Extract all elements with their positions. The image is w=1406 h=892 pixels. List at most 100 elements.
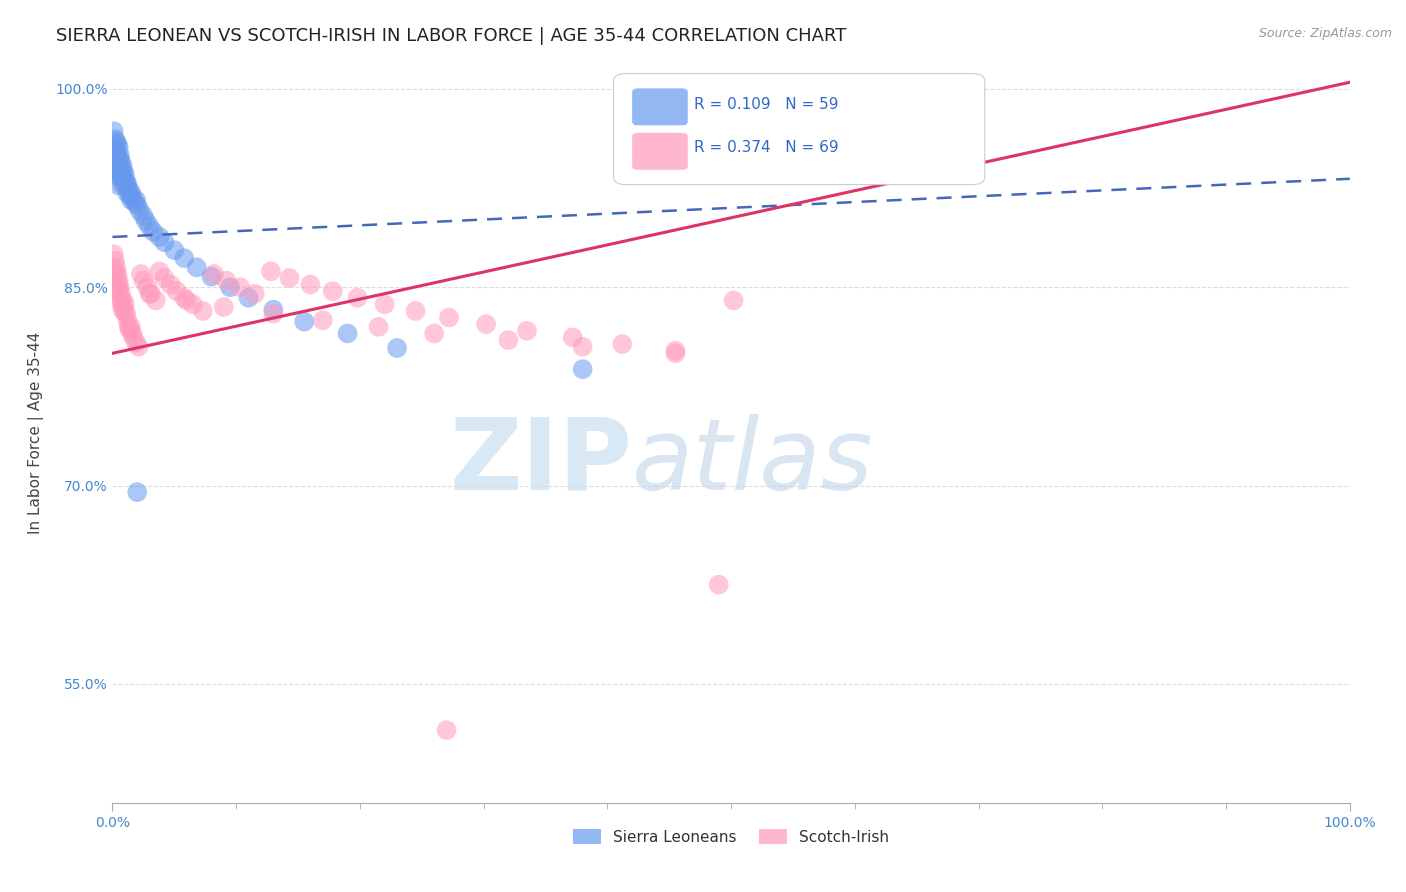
Point <box>278 271 301 285</box>
Point <box>153 271 176 285</box>
Point <box>322 284 344 298</box>
Point <box>516 324 538 338</box>
Y-axis label: In Labor Force | Age 35-44: In Labor Force | Age 35-44 <box>28 332 44 533</box>
FancyBboxPatch shape <box>633 133 688 169</box>
Point <box>142 225 165 239</box>
Point <box>107 148 129 162</box>
Point <box>114 177 136 191</box>
Point <box>346 291 368 305</box>
Point <box>107 157 129 171</box>
Point <box>103 247 125 261</box>
Point <box>219 280 242 294</box>
Point <box>111 159 134 173</box>
Text: R = 0.374   N = 69: R = 0.374 N = 69 <box>695 140 838 155</box>
Point <box>108 148 131 162</box>
Point <box>212 300 235 314</box>
Point <box>238 291 260 305</box>
Point <box>723 293 745 308</box>
Point <box>118 187 141 202</box>
Point <box>120 193 142 207</box>
Legend: Sierra Leoneans, Scotch-Irish: Sierra Leoneans, Scotch-Irish <box>567 822 896 851</box>
Point <box>260 264 283 278</box>
Point <box>436 723 458 737</box>
Point <box>105 154 128 169</box>
Point <box>475 317 498 331</box>
Point <box>107 140 129 154</box>
Point <box>110 296 132 310</box>
Point <box>664 346 686 360</box>
Point <box>104 253 127 268</box>
Point <box>107 277 129 291</box>
Point <box>108 289 131 303</box>
Point <box>107 160 129 174</box>
Point <box>111 177 134 191</box>
Point <box>139 286 162 301</box>
Point <box>127 340 149 354</box>
Point <box>110 154 132 169</box>
Point <box>114 305 136 319</box>
Point <box>107 137 129 152</box>
Point <box>107 267 129 281</box>
Point <box>423 326 446 341</box>
Point <box>202 267 225 281</box>
Point <box>612 337 634 351</box>
Point <box>112 164 135 178</box>
Point <box>108 280 131 294</box>
Point <box>132 209 155 223</box>
Point <box>229 280 252 294</box>
Point <box>127 198 149 212</box>
Point <box>336 326 359 341</box>
Point <box>173 251 195 265</box>
Point <box>118 322 141 336</box>
Point <box>128 203 150 218</box>
Point <box>122 330 145 344</box>
Point <box>138 286 160 301</box>
Point <box>145 293 167 308</box>
Point <box>112 300 135 314</box>
Point <box>215 274 238 288</box>
Point <box>108 157 131 171</box>
Point <box>561 330 583 344</box>
Point <box>571 340 593 354</box>
Point <box>117 186 139 201</box>
Point <box>107 151 129 165</box>
Point <box>111 302 134 317</box>
Point <box>166 284 188 298</box>
Text: atlas: atlas <box>633 414 873 511</box>
Point <box>200 269 222 284</box>
Point <box>114 168 136 182</box>
Point <box>153 235 176 250</box>
Point <box>120 185 142 199</box>
Point <box>135 214 157 228</box>
Point <box>124 195 146 210</box>
Point <box>163 243 186 257</box>
Point <box>707 577 730 591</box>
Point <box>104 151 127 165</box>
Point <box>107 283 129 297</box>
Point <box>121 326 143 341</box>
Point <box>664 343 686 358</box>
Point <box>105 164 128 178</box>
Point <box>148 264 170 278</box>
Point <box>105 269 128 284</box>
Point <box>105 260 128 275</box>
Point <box>243 286 266 301</box>
Point <box>374 297 396 311</box>
Point <box>110 286 132 301</box>
Point <box>112 173 135 187</box>
Point <box>121 190 143 204</box>
Point <box>103 124 125 138</box>
Point <box>437 310 460 325</box>
Point <box>136 280 159 294</box>
Point <box>186 260 208 275</box>
Point <box>117 313 139 327</box>
Text: R = 0.109   N = 59: R = 0.109 N = 59 <box>695 97 838 112</box>
Point <box>117 319 139 334</box>
Point <box>107 169 129 183</box>
FancyBboxPatch shape <box>613 73 984 185</box>
Point <box>104 132 127 146</box>
Point <box>105 135 128 149</box>
Point <box>132 274 155 288</box>
Point <box>181 297 204 311</box>
Point <box>117 182 139 196</box>
